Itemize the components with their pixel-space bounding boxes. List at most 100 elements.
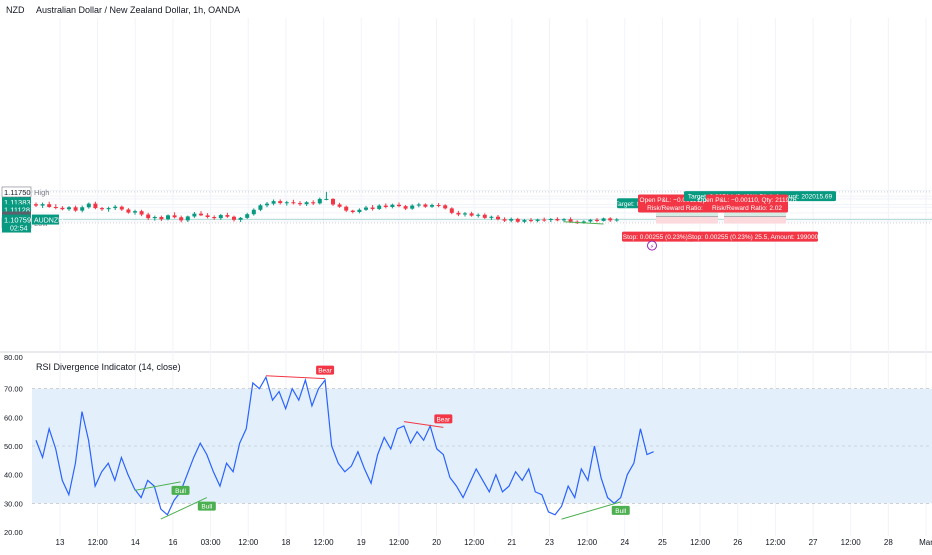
candle-body (370, 207, 375, 209)
candle-body (258, 205, 263, 210)
candle-body (337, 204, 342, 207)
candle-body (410, 205, 415, 209)
candle-body (40, 204, 45, 206)
rsi-tick-label: 30.00 (4, 499, 23, 508)
pnl-label-box (706, 194, 788, 213)
bear-divergence-badge (434, 414, 453, 424)
candle-body (152, 217, 157, 219)
candle-body (278, 201, 283, 204)
candle-body (515, 218, 520, 222)
candle-body (159, 217, 164, 220)
rsi-title: RSI Divergence Indicator (14, close) (36, 362, 181, 372)
bear-divergence-line (265, 375, 326, 380)
stop-label: Stop: 0.00255 (0.23%) 25.5, Amount: 1990… (688, 234, 819, 241)
time-axis-label: 25 (658, 538, 667, 547)
bear-divergence-label: Bear (436, 416, 451, 423)
time-axis-label: 12:00 (88, 538, 109, 547)
price-divergence-line (563, 221, 604, 225)
rsi-line (35, 375, 654, 516)
lightning-icon[interactable] (647, 240, 657, 251)
rsi-tick-label: 60.00 (4, 413, 23, 422)
candle-body (80, 207, 85, 211)
high-tag-label: 1.11750 (4, 188, 31, 197)
candle-body (350, 210, 355, 212)
time-axis-label: 18 (281, 538, 290, 547)
candle-body (416, 204, 421, 206)
candle-body (595, 219, 599, 221)
time-axis-label: 14 (131, 538, 140, 547)
current-price-label: 1.10759 (4, 216, 31, 225)
rsi-tick-label: 20.00 (4, 528, 23, 537)
time-axis-label: 19 (357, 538, 366, 547)
candle-body (390, 204, 395, 207)
candle-body (555, 218, 560, 221)
time-axis-label: 12:00 (314, 538, 335, 547)
candle-body (47, 204, 52, 207)
stop-label-box (688, 231, 818, 242)
candle-body (284, 202, 289, 204)
candle-body (251, 209, 256, 215)
candle-body (60, 207, 65, 210)
rsi-tick-label: 40.00 (4, 471, 23, 480)
time-axis-label: 16 (169, 538, 178, 547)
bull-divergence-badge (611, 505, 630, 515)
bull-divergence-label: Bull (175, 488, 186, 495)
candle-body (509, 218, 514, 221)
candle-body (469, 213, 474, 216)
time-axis-label: 12:00 (841, 538, 862, 547)
candle-body (581, 221, 586, 224)
target-zone (656, 209, 718, 217)
symbol-tag (32, 214, 59, 225)
candle-body (568, 219, 573, 222)
candle-body (383, 205, 388, 207)
time-axis-label: 28 (884, 538, 893, 547)
risk-reward-label: Risk/Reward Ratio: 2.02 (712, 205, 782, 212)
candle-body (139, 211, 144, 215)
candle-body (331, 198, 335, 205)
candle-body (614, 219, 619, 221)
rsi-tick-label-top: 80.00 (4, 353, 23, 362)
bull-divergence-line (160, 497, 208, 520)
candle-body (146, 214, 151, 219)
candle-body (265, 203, 269, 206)
candle-body (199, 213, 203, 216)
time-axis-label: 20 (432, 538, 441, 547)
candle-body (476, 214, 481, 216)
bull-divergence-line (134, 481, 181, 491)
candle-body (53, 206, 58, 208)
candle-body (205, 215, 210, 218)
time-axis-label: 24 (620, 538, 629, 547)
candle-body (218, 215, 223, 219)
candle-body (106, 208, 111, 210)
time-axis-label: 12:00 (389, 538, 410, 547)
bull-divergence-label: Bull (201, 504, 212, 511)
stop-label: Stop: 0.00255 (0.23%) 2 (623, 234, 694, 241)
time-axis-label: 12:00 (690, 538, 711, 547)
pnl-label: Open P&L: −0.00110, Qt (640, 197, 711, 204)
candle-body (86, 203, 91, 208)
candle-body (548, 218, 553, 221)
candle-body (324, 198, 329, 200)
candle-body (364, 207, 368, 210)
rsi-tick-label: 50.00 (4, 442, 23, 451)
candle-body (291, 202, 296, 204)
current-price-tag (2, 214, 31, 233)
candle-body (397, 204, 401, 207)
price-tag-box (2, 204, 31, 215)
candle-body (298, 203, 302, 205)
candle-body (357, 209, 362, 212)
candle-body (225, 215, 230, 217)
candle-body (449, 208, 454, 213)
time-axis-label: 03:00 (201, 538, 222, 547)
candle-body (93, 203, 98, 209)
candle-body (377, 205, 382, 209)
time-axis-label: 12:00 (577, 538, 598, 547)
candle-body (311, 202, 316, 204)
candle-body (73, 207, 78, 211)
bull-divergence-line (561, 501, 621, 520)
candle-body (119, 206, 124, 210)
price-tag-box (2, 197, 31, 208)
candle-body (522, 220, 527, 222)
candle-body (436, 205, 441, 207)
